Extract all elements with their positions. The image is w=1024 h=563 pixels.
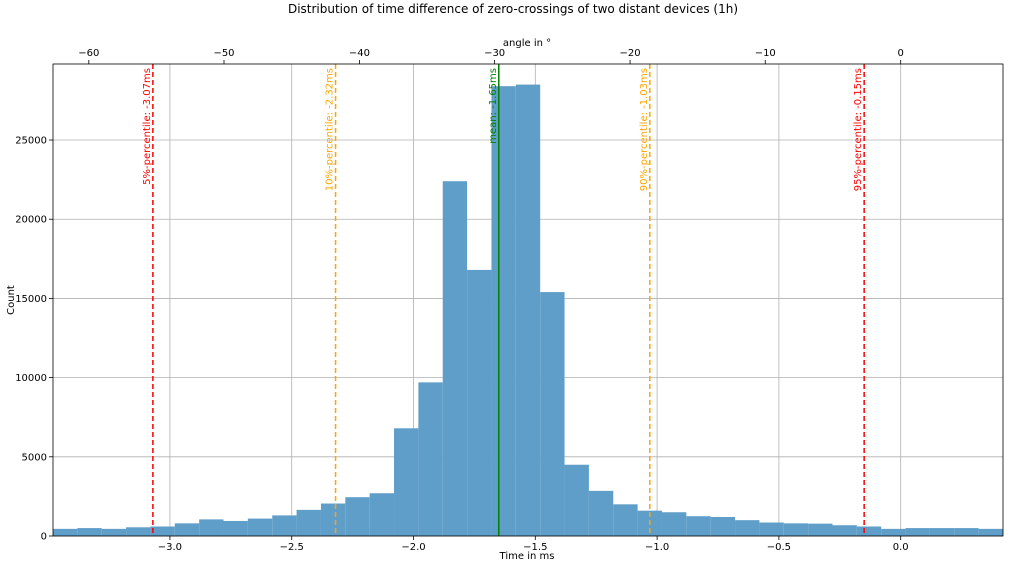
histogram-bar <box>150 526 175 536</box>
x-tick-label: −1.0 <box>645 542 669 553</box>
chart-title: Distribution of time difference of zero-… <box>288 2 738 16</box>
x-tick-label: −2.5 <box>280 542 304 553</box>
y-tick-label: 15000 <box>15 294 47 305</box>
histogram-bar <box>272 515 297 536</box>
histogram-bar <box>320 503 346 536</box>
histogram-bar <box>588 490 614 536</box>
histogram-bar <box>832 525 857 536</box>
top-axis-label: angle in ° <box>503 38 551 49</box>
plot-area-frame <box>52 63 1004 537</box>
histogram-bar <box>296 509 321 536</box>
histogram-bar <box>783 523 809 536</box>
histogram-bar <box>442 181 468 536</box>
histogram-bar <box>881 528 906 536</box>
histogram-bar <box>53 528 78 536</box>
histogram-bar <box>929 528 955 536</box>
top-tick-label: −50 <box>213 48 234 59</box>
histogram-bar <box>369 493 395 536</box>
histogram-bar <box>345 497 370 536</box>
histogram-bar <box>856 526 882 536</box>
histogram-bar <box>199 519 224 536</box>
histogram-bar <box>418 382 443 536</box>
top-tick-label: −60 <box>78 48 99 59</box>
x-tick-label: −1.5 <box>523 542 547 553</box>
histogram-bar <box>77 528 102 536</box>
histogram-bar <box>467 269 492 536</box>
histogram-bar <box>126 527 151 536</box>
histogram-bar <box>735 520 760 536</box>
percentile-label: mean: -1.65ms <box>488 68 499 144</box>
histogram-bar <box>491 86 516 536</box>
histogram-bar <box>564 464 589 536</box>
y-axis-label: Count <box>6 285 17 315</box>
percentile-label: 90%-percentile: -1.03ms <box>639 68 650 191</box>
y-tick-label: 5000 <box>22 452 47 463</box>
x-tick-label: −3.0 <box>158 542 182 553</box>
x-tick-label: −2.0 <box>401 542 425 553</box>
histogram-bar <box>978 528 1003 536</box>
histogram-bar <box>540 292 565 536</box>
y-tick-label: 0 <box>41 532 47 543</box>
histogram-bar <box>223 520 248 536</box>
x-tick-label: −0.5 <box>767 542 791 553</box>
top-tick-label: 0 <box>898 48 904 59</box>
top-tick-label: −40 <box>349 48 370 59</box>
histogram-bar <box>515 84 541 536</box>
histogram-bar <box>247 518 273 536</box>
percentile-label: 5%-percentile: -3.07ms <box>142 68 153 185</box>
histogram-bar <box>710 516 736 536</box>
histogram-bar <box>808 523 833 536</box>
axis-ticks: −3.0 −2.5 −2.0 −1.5 −1.0 −0.5 0.0 0 5000 10000 150… <box>15 48 908 553</box>
percentile-lines: 5%-percentile: -3.07ms 10%-percentile: -2… <box>142 64 865 536</box>
top-tick-label: −10 <box>755 48 776 59</box>
histogram-bar <box>759 522 784 536</box>
histogram-bar <box>613 504 638 536</box>
histogram-bar <box>686 516 711 536</box>
histogram-bar <box>101 528 127 536</box>
histogram-bar <box>174 523 200 536</box>
percentile-label: 95%-percentile: -0.15ms <box>853 68 864 191</box>
y-tick-label: 10000 <box>15 373 47 384</box>
top-tick-label: −30 <box>484 48 505 59</box>
histogram-bars <box>53 84 1003 536</box>
x-tick-label: 0.0 <box>893 542 909 553</box>
histogram-bar <box>905 528 930 536</box>
y-tick-label: 25000 <box>15 136 47 147</box>
y-tick-label: 20000 <box>15 215 47 226</box>
histogram-bar <box>394 428 419 536</box>
percentile-label: 10%-percentile: -2.32ms <box>325 68 336 191</box>
top-tick-label: −20 <box>620 48 641 59</box>
histogram-bar <box>954 528 979 536</box>
histogram-bar <box>661 512 687 536</box>
x-axis-label: Time in ms <box>499 551 555 562</box>
